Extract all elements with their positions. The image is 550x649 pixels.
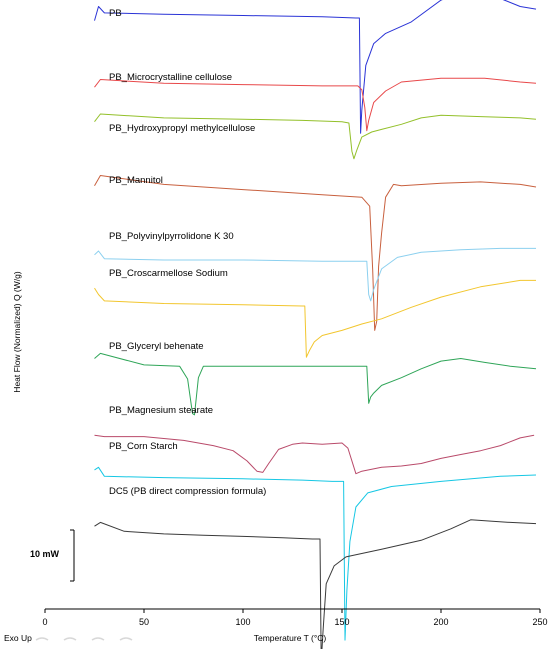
series-label-hpmc: PB_Hydroxypropyl methylcellulose <box>109 123 255 134</box>
exo-mark-1 <box>35 637 49 641</box>
scale-bar-label: 10 mW <box>30 549 60 559</box>
curves-group <box>94 0 537 649</box>
exo-up-marks <box>35 637 133 641</box>
series-line-3 <box>94 175 537 331</box>
series-label-magnesium: PB_Magnesium stearate <box>109 405 213 416</box>
series-line-9 <box>94 519 537 649</box>
series-line-2 <box>94 113 537 160</box>
series-line-1 <box>94 77 537 132</box>
series-line-4 <box>94 247 536 302</box>
exo-mark-4 <box>119 637 133 641</box>
series-line-7 <box>94 434 535 475</box>
y-axis-title: Heat Flow (Normalized) Q (W/g) <box>12 271 22 393</box>
exo-mark-2 <box>63 637 77 641</box>
x-tick-label-0: 0 <box>42 617 47 627</box>
scale-bar: 10 mW <box>30 529 75 582</box>
series-line-8 <box>94 466 537 641</box>
series-label-mcc: PB_Microcrystalline cellulose <box>109 72 232 83</box>
x-tick-label-100: 100 <box>235 617 250 627</box>
series-line-0 <box>94 0 537 134</box>
series-label-glyceryl: PB_Glyceryl behenate <box>109 341 204 352</box>
x-tick-label-150: 150 <box>334 617 349 627</box>
x-ticks-group: 0 50 100 150 200 250 <box>42 609 548 627</box>
exo-mark-3 <box>91 637 105 641</box>
series-label-corn: PB_Corn Starch <box>109 441 178 452</box>
series-label-croscarmellose: PB_Croscarmellose Sodium <box>109 268 228 279</box>
series-label-dc5: DC5 (PB direct compression formula) <box>109 486 266 497</box>
series-label-pb: PB <box>109 8 122 19</box>
exo-up-label: Exo Up <box>4 633 32 643</box>
series-line-6 <box>94 352 537 416</box>
x-axis-title: Temperature T (°C) <box>254 633 327 643</box>
series-line-5 <box>94 279 536 358</box>
x-tick-label-200: 200 <box>433 617 448 627</box>
series-label-mannitol: PB_Mannitol <box>109 175 163 186</box>
x-tick-label-250: 250 <box>532 617 547 627</box>
series-label-pvp: PB_Polyvinylpyrrolidone K 30 <box>109 231 234 242</box>
x-tick-label-50: 50 <box>139 617 149 627</box>
